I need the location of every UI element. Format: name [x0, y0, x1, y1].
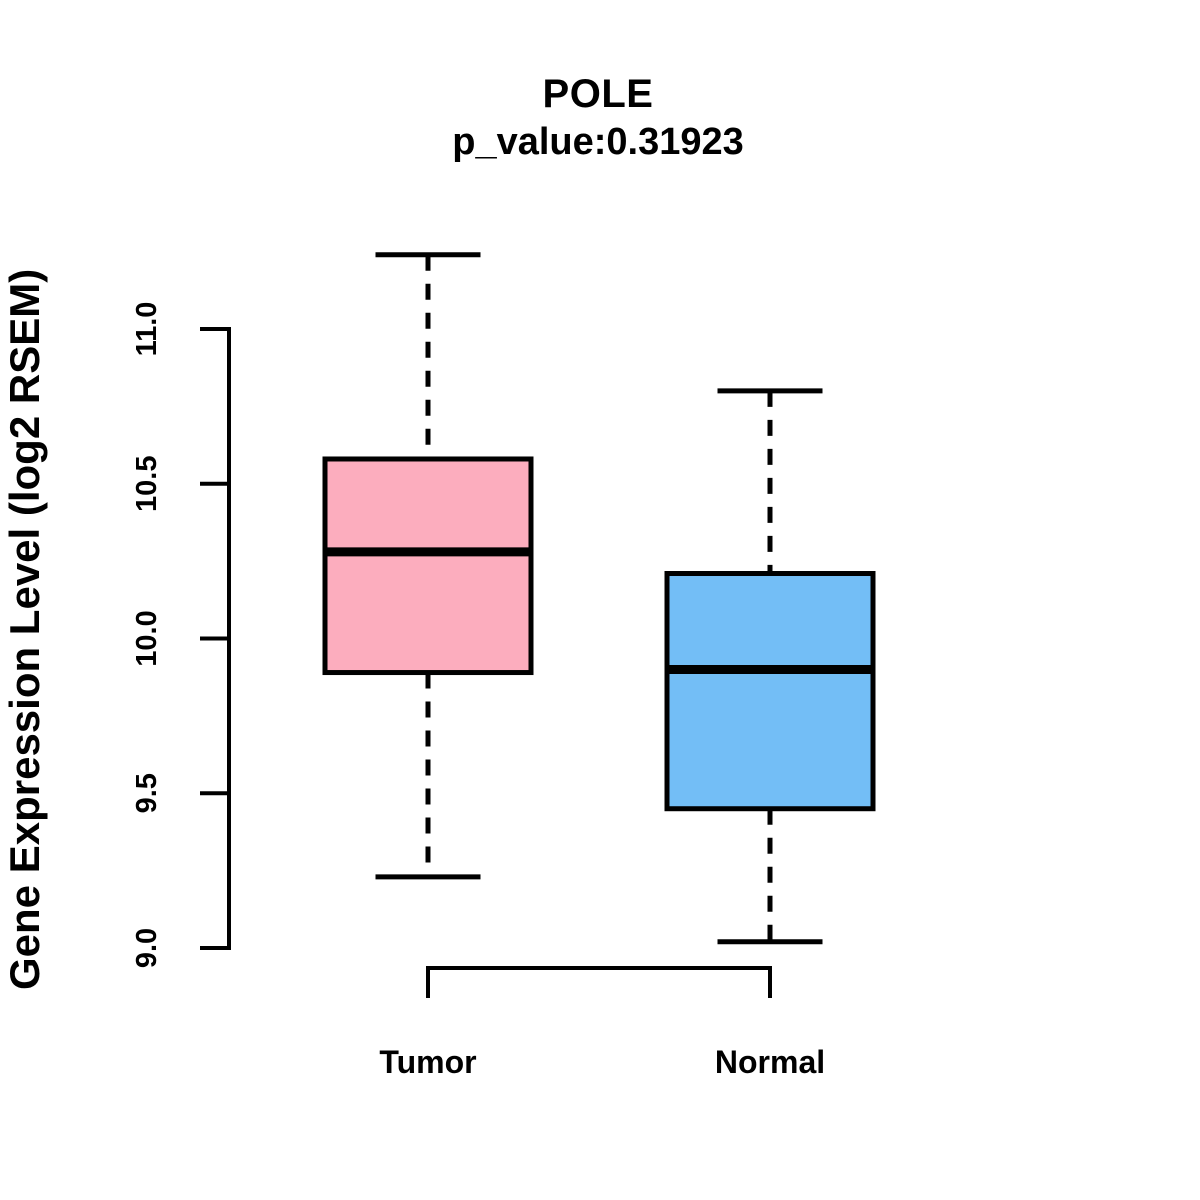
y-tick-label: 11.0	[131, 302, 163, 357]
y-tick-label: 9.5	[131, 773, 163, 813]
y-tick-label: 10.5	[131, 456, 163, 512]
tumor-box	[322, 456, 534, 676]
x-tick-label-tumor: Tumor	[379, 1044, 476, 1080]
y-tick-label: 10.0	[131, 610, 163, 666]
x-tick-label-normal: Normal	[715, 1044, 825, 1080]
y-tick-label: 9.0	[131, 928, 163, 968]
normal-box	[664, 571, 876, 812]
x-axis-bracket	[426, 966, 772, 998]
chart-subtitle: p_value:0.31923	[452, 121, 744, 163]
chart-title: POLE	[542, 72, 654, 116]
